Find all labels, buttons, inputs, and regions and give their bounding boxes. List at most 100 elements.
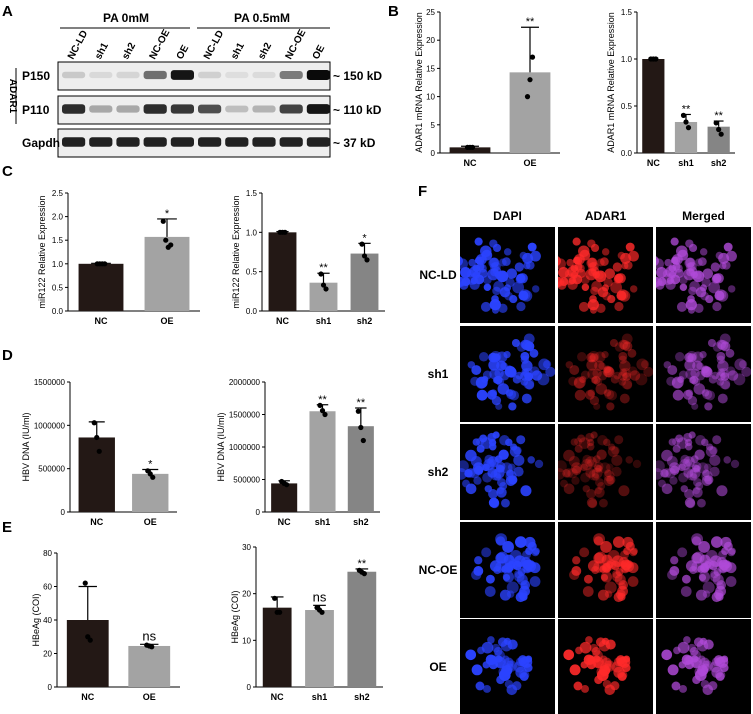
- cell-nucleus: [701, 438, 709, 447]
- blot-band: [62, 71, 86, 79]
- data-point: [160, 218, 166, 224]
- cell-nucleus: [596, 666, 608, 678]
- cell-nucleus: [560, 479, 568, 488]
- data-point: [319, 609, 325, 615]
- cell-nucleus: [492, 431, 500, 439]
- cell-nucleus: [677, 375, 685, 384]
- condition-label: sh1: [428, 367, 449, 381]
- cell-nucleus: [496, 351, 508, 363]
- data-point: [102, 261, 108, 267]
- cell-nucleus: [614, 435, 624, 445]
- cell-nucleus: [692, 461, 702, 472]
- cell-nucleus: [580, 275, 590, 285]
- cell-nucleus: [635, 373, 648, 386]
- cell-cluster: [460, 237, 541, 314]
- cell-nucleus: [598, 362, 606, 370]
- cell-nucleus: [564, 273, 576, 285]
- y-tick-label: 500000: [38, 465, 65, 474]
- y-tick-label: 20: [242, 590, 251, 599]
- cell-nucleus: [641, 360, 650, 369]
- blot-band: [225, 71, 249, 79]
- cell-nucleus: [590, 376, 598, 384]
- cell-nucleus: [481, 249, 493, 261]
- cell-nucleus: [688, 243, 698, 253]
- cell-nucleus: [492, 286, 501, 296]
- cell-nucleus: [465, 649, 477, 661]
- cell-nucleus: [618, 580, 629, 590]
- cell-nucleus: [570, 438, 579, 446]
- cell-nucleus: [495, 377, 505, 386]
- cell-nucleus: [588, 355, 596, 363]
- cell-nucleus: [499, 589, 511, 601]
- cell-nucleus: [602, 365, 614, 378]
- significance-label: ns: [142, 628, 156, 643]
- cell-nucleus: [593, 402, 601, 410]
- x-tick-label: sh2: [357, 316, 373, 326]
- cell-nucleus: [687, 295, 695, 303]
- cell-nucleus: [669, 476, 678, 485]
- blot-band: [170, 70, 194, 80]
- cell-nucleus: [618, 485, 630, 497]
- data-point: [718, 131, 724, 137]
- cell-nucleus: [704, 390, 716, 401]
- y-tick-label: 0.0: [246, 307, 258, 316]
- cell-nucleus: [586, 438, 595, 447]
- cell-nucleus: [605, 463, 614, 472]
- cell-nucleus: [684, 497, 696, 508]
- blot-size-label: ~ 37 kD: [333, 136, 376, 150]
- cell-nucleus: [629, 548, 638, 557]
- cell-nucleus: [502, 571, 515, 583]
- cell-nucleus: [585, 389, 595, 400]
- blot-band: [116, 105, 140, 113]
- cell-nucleus: [611, 446, 620, 455]
- cell-nucleus: [474, 237, 483, 246]
- cell-nucleus: [701, 660, 713, 672]
- cell-nucleus: [474, 256, 483, 265]
- cell-nucleus: [611, 661, 623, 673]
- y-tick-label: 1.5: [52, 236, 64, 245]
- y-tick-label: 2.5: [52, 189, 64, 198]
- cell-nucleus: [670, 237, 679, 246]
- cell-nucleus: [716, 371, 726, 381]
- cell-nucleus: [586, 459, 595, 467]
- cell-nucleus: [516, 435, 526, 445]
- cell-nucleus: [678, 661, 686, 669]
- cell-nucleus: [723, 456, 731, 464]
- cell-nucleus: [529, 576, 541, 587]
- cell-nucleus: [703, 463, 712, 472]
- cell-nucleus: [516, 301, 526, 312]
- cell-nucleus: [460, 460, 469, 473]
- cell-nucleus: [701, 366, 713, 378]
- cell-nucleus: [670, 256, 679, 265]
- cell-nucleus: [665, 265, 677, 278]
- cell-nucleus: [728, 285, 736, 293]
- cell-nucleus: [585, 636, 593, 644]
- significance-label: **: [318, 394, 327, 406]
- cell-nucleus: [585, 432, 595, 442]
- blot-band: [306, 137, 330, 147]
- cell-nucleus: [702, 663, 710, 672]
- cell-nucleus: [708, 375, 718, 384]
- cell-nucleus: [632, 459, 642, 469]
- cell-nucleus: [699, 284, 708, 292]
- y-tick-label: 1500000: [34, 378, 66, 387]
- cell-nucleus: [701, 366, 709, 374]
- cell-cluster: [460, 431, 544, 509]
- cell-nucleus: [591, 375, 601, 385]
- cell-nucleus: [704, 402, 713, 411]
- cell-nucleus: [592, 368, 602, 379]
- cell-nucleus: [582, 586, 594, 597]
- cell-cluster: [558, 431, 642, 509]
- cell-nucleus: [572, 465, 582, 476]
- cell-nucleus: [485, 574, 495, 584]
- cell-nucleus: [589, 295, 597, 303]
- cell-nucleus: [597, 481, 606, 490]
- y-tick-label: 1500000: [229, 411, 261, 420]
- cell-nucleus: [712, 301, 722, 312]
- data-point: [364, 257, 370, 263]
- cell-nucleus: [618, 556, 630, 568]
- data-point: [323, 286, 329, 292]
- chart-d-sh: 0 500000 1000000 1500000 2000000 HBV DNA (IU/…: [216, 378, 380, 527]
- data-point: [91, 420, 97, 426]
